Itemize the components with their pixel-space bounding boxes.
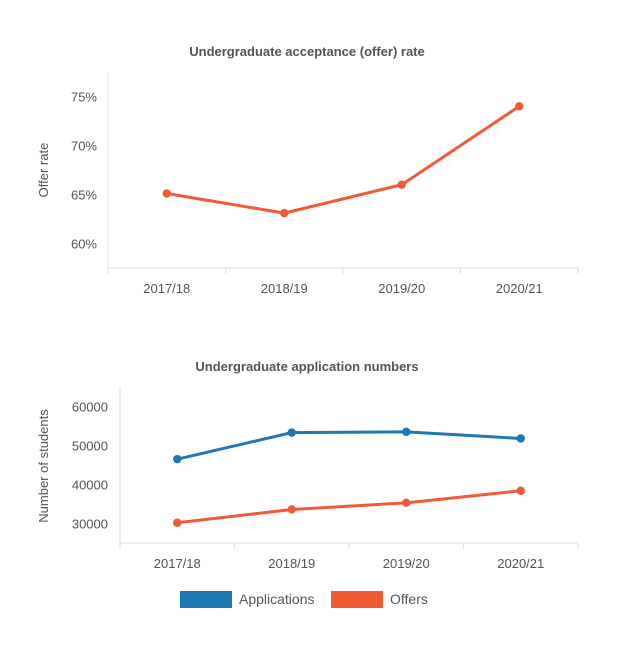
offer-rate-chart: Undergraduate acceptance (offer) rate Of…: [36, 44, 579, 296]
axes: [119, 387, 578, 544]
legend-swatch-offers: [331, 591, 383, 608]
x-tick-label: 2017/18: [154, 556, 201, 571]
x-tick-label: 2020/21: [496, 281, 543, 296]
data-point-applications[interactable]: [516, 434, 525, 443]
y-axis-ticks: 60% 65% 70% 75%: [71, 90, 97, 252]
legend-item-applications[interactable]: Applications: [180, 591, 315, 608]
data-point-offers[interactable]: [280, 208, 289, 218]
y-tick-label: 40000: [72, 478, 108, 493]
legend-label-offers: Offers: [390, 591, 428, 607]
x-tick-label: 2019/20: [383, 556, 430, 571]
x-tick-label: 2018/19: [268, 556, 315, 571]
x-tick-label: 2017/18: [143, 281, 190, 296]
axes: [107, 72, 578, 269]
x-tick-label: 2020/21: [497, 556, 544, 571]
data-point-offers[interactable]: [516, 486, 525, 495]
data-point-applications[interactable]: [402, 427, 411, 437]
data-point-offers[interactable]: [515, 102, 524, 111]
data-point-applications[interactable]: [287, 428, 296, 437]
x-tick-label: 2019/20: [378, 281, 425, 296]
data-point-offers[interactable]: [402, 498, 411, 508]
data-point-offers[interactable]: [173, 518, 182, 527]
y-tick-label: 30000: [72, 517, 108, 532]
y-axis-ticks: 30000 40000 50000 60000: [72, 400, 108, 532]
x-axis-ticks: 2017/18 2018/19 2019/20 2020/21: [107, 268, 579, 296]
y-tick-label: 70%: [71, 139, 97, 154]
plot-area: [162, 102, 524, 218]
x-axis-ticks: 2017/18 2018/19 2019/20 2020/21: [119, 543, 579, 571]
legend-swatch-applications: [180, 591, 232, 608]
series-line-applications: [175, 430, 523, 461]
x-tick-label: 2018/19: [261, 281, 308, 296]
data-point-applications[interactable]: [173, 454, 182, 464]
y-tick-label: 60%: [71, 237, 97, 252]
chart-title: Undergraduate acceptance (offer) rate: [189, 44, 425, 59]
y-tick-label: 50000: [72, 439, 108, 454]
y-axis-label: Number of students: [36, 409, 51, 523]
series-line-offers: [165, 104, 521, 215]
series-line-offers: [175, 489, 523, 525]
data-point-offers[interactable]: [397, 180, 406, 189]
y-tick-label: 75%: [71, 90, 97, 105]
y-tick-label: 60000: [72, 400, 108, 415]
data-point-offers[interactable]: [162, 189, 171, 198]
data-point-offers[interactable]: [287, 505, 296, 514]
legend-item-offers[interactable]: Offers: [331, 591, 428, 608]
y-tick-label: 65%: [71, 188, 97, 203]
chart-title: Undergraduate application numbers: [195, 359, 418, 374]
legend: Applications Offers: [180, 591, 428, 608]
application-numbers-chart: Undergraduate application numbers Number…: [36, 359, 579, 571]
plot-area: [173, 427, 525, 527]
legend-label-applications: Applications: [239, 591, 315, 607]
y-axis-label: Offer rate: [36, 143, 51, 198]
